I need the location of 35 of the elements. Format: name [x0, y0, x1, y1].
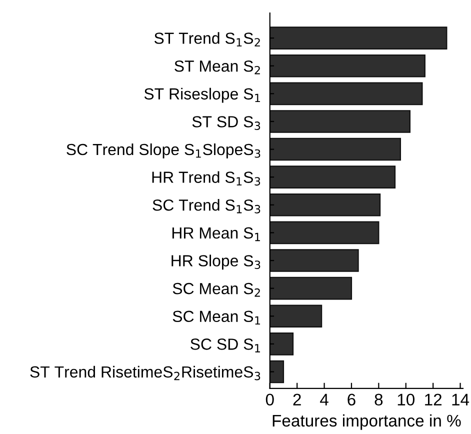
bar — [270, 249, 359, 272]
bar — [270, 360, 284, 384]
x-tick-label: 6 — [348, 394, 356, 406]
bar — [270, 332, 294, 356]
bar — [270, 166, 396, 188]
y-tick-label: SC Trend Slope S$_{1}$SlopeS$_{3}$ — [66, 143, 260, 158]
x-tick-label: 14 — [452, 394, 470, 406]
y-tick-label: SC Mean S$_{2}$ — [172, 282, 260, 297]
bar — [270, 276, 352, 300]
bar — [270, 221, 380, 244]
bar — [270, 110, 411, 133]
y-tick-label: SC Trend S$_{1}$S$_{3}$ — [152, 199, 260, 214]
bar — [270, 304, 322, 328]
x-tick-label: 10 — [398, 394, 414, 406]
y-tick-label: HR Trend S$_{1}$S$_{3}$ — [152, 171, 260, 186]
y-tick-label: SC SD S$_{1}$ — [190, 338, 260, 352]
bar — [270, 54, 426, 78]
y-tick-label: ST SD S$_{3}$ — [192, 116, 260, 130]
bar — [270, 26, 448, 50]
y-tick-label: ST Trend RisetimeS$_{2}$RisetimeS$_{3}$ — [30, 366, 260, 380]
y-tick-label: SC Mean S$_{1}$ — [172, 310, 260, 325]
bar — [270, 193, 381, 216]
bar — [270, 82, 423, 106]
y-tick-label: ST Trend S$_{1}$S$_{2}$ — [154, 32, 260, 46]
x-tick-label: 12 — [425, 394, 442, 406]
x-tick-label: 0 — [266, 394, 274, 406]
bar — [270, 138, 401, 161]
y-tick-label: ST Mean S$_{2}$ — [174, 60, 260, 74]
y-tick-label: HR Slope S$_{3}$ — [172, 254, 260, 270]
y-tick-label: HR Mean S$_{1}$ — [172, 227, 260, 242]
x-tick-label: 2 — [293, 394, 301, 406]
x-tick-label: 4 — [320, 394, 328, 406]
x-axis-title: Features importance in % — [272, 414, 461, 430]
x-tick-label: 8 — [374, 394, 383, 406]
y-tick-label: ST Riseslope S$_{1}$ — [144, 88, 260, 103]
